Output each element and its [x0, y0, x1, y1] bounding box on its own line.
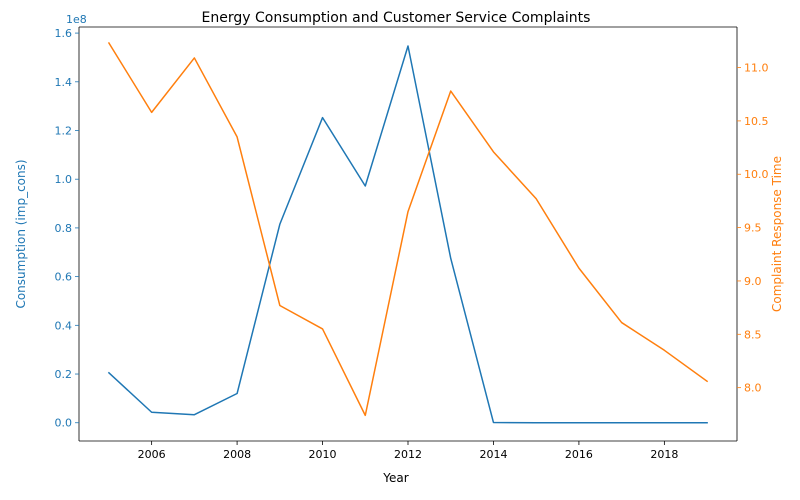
x-tick-label: 2010: [309, 448, 337, 461]
chart-title: Energy Consumption and Customer Service …: [202, 10, 591, 26]
left-axis-offset-text: 1e8: [66, 13, 87, 26]
left-y-tick-label: 1.2: [55, 125, 73, 138]
left-y-tick-label: 1.4: [55, 76, 73, 89]
right-y-tick-label: 10.0: [744, 168, 769, 181]
left-y-tick-label: 1.0: [55, 173, 73, 186]
x-tick-label: 2014: [479, 448, 507, 461]
right-axis-label: Complaint Response Time: [770, 156, 784, 312]
right-y-tick-label: 8.0: [744, 382, 762, 395]
left-y-tick-label: 0.4: [55, 319, 73, 332]
right-y-tick-label: 9.0: [744, 275, 762, 288]
right-y-tick-label: 11.0: [744, 62, 769, 75]
right-y-tick-label: 10.5: [744, 115, 769, 128]
left-y-tick-label: 0.0: [55, 417, 73, 430]
left-y-tick-label: 1.6: [55, 27, 73, 40]
right-y-tick-label: 8.5: [744, 328, 762, 341]
plot-area: 2006 2008 2010 2012 2014 2016 2018 0.0 0.2 0.4 0.6…: [55, 26, 769, 461]
x-tick-label: 2016: [565, 448, 593, 461]
x-tick-label: 2018: [650, 448, 678, 461]
left-axis-label: Consumption (imp_cons): [14, 159, 28, 308]
x-tick-label: 2012: [394, 448, 422, 461]
left-y-tick-label: 0.6: [55, 271, 73, 284]
x-tick-label: 2008: [223, 448, 251, 461]
x-tick-label: 2006: [138, 448, 166, 461]
left-y-tick-label: 0.2: [55, 368, 73, 381]
left-y-tick-label: 0.8: [55, 222, 73, 235]
right-y-tick-label: 9.5: [744, 222, 762, 235]
x-axis-label: Year: [382, 471, 408, 485]
